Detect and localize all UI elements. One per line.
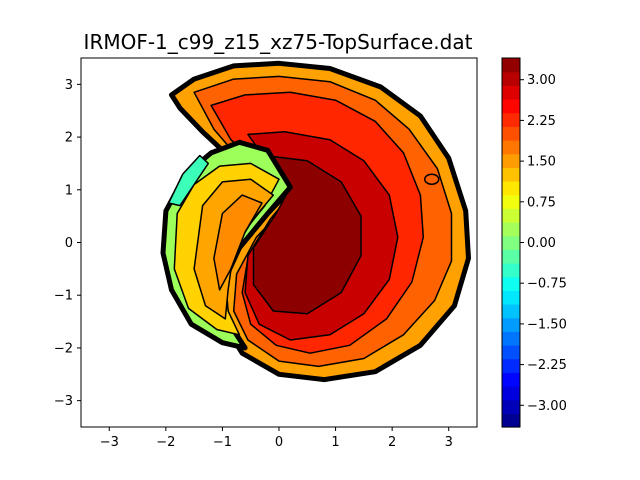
colorbar: 3.00 2.25 1.50 0.75 0.00 −0.75 −1.50 −2.25 −3.00 (501, 57, 567, 428)
colorbar-band (502, 358, 520, 373)
colorbar-band (502, 58, 520, 73)
colorbar-band (502, 85, 520, 100)
contour-level-1.8 (213, 194, 263, 291)
colorbar-band (502, 222, 520, 237)
x-tick-label: 1 (331, 435, 339, 450)
colorbar-band (502, 140, 520, 155)
colorbar-band (502, 71, 520, 86)
colorbar-tick-label: 0.75 (527, 195, 556, 210)
plot-area (81, 58, 477, 427)
y-tick-label: −1 (54, 289, 73, 304)
colorbar-band (502, 263, 520, 278)
colorbar-tick-label: −3.00 (527, 399, 567, 414)
y-tick-label: 2 (65, 131, 73, 146)
y-tick-label: 3 (65, 78, 73, 93)
colorbar-band (502, 331, 520, 346)
contour-small-loop (423, 173, 440, 185)
contour-level--0.3 (167, 154, 210, 207)
colorbar-band (502, 372, 520, 387)
colorbar-band (502, 167, 520, 182)
colorbar-band (502, 399, 520, 414)
contour-region-inner-lobe (160, 139, 293, 351)
colorbar-band (502, 249, 520, 264)
contour-region-left-fringe (167, 154, 210, 207)
colorbar-tick-label: −1.50 (527, 317, 567, 332)
colorbar-band (502, 317, 520, 332)
colorbar-tick-label: 3.00 (527, 73, 556, 88)
colorbar-tick-label: 0.00 (527, 236, 556, 251)
x-tick-label: 2 (388, 435, 396, 450)
colorbar-band (502, 345, 520, 360)
chart-title: IRMOF-1_c99_z15_xz75-TopSurface.dat (84, 30, 473, 54)
x-tick-label: −2 (156, 435, 175, 450)
colorbar-band (502, 194, 520, 209)
colorbar-band (502, 290, 520, 305)
colorbar-band (502, 153, 520, 168)
colorbar-tick-label: −0.75 (527, 277, 567, 292)
x-tick-label: 0 (275, 435, 283, 450)
colorbar-band (502, 112, 520, 127)
x-tick-label: −3 (100, 435, 119, 450)
colorbar-tick-label: 2.25 (527, 114, 556, 129)
y-tick-label: 0 (65, 236, 73, 251)
colorbar-tick-label: −2.25 (527, 358, 567, 373)
y-axis: −3 −2 −1 0 1 2 3 (54, 78, 81, 409)
y-tick-label: −2 (54, 341, 73, 356)
y-tick-label: 1 (65, 183, 73, 198)
colorbar-tick-label: 1.50 (527, 155, 556, 170)
colorbar-band (502, 304, 520, 319)
colorbar-band (502, 276, 520, 291)
x-tick-label: 3 (445, 435, 453, 450)
colorbar-band (502, 208, 520, 223)
x-axis: −3 −2 −1 0 1 2 3 (100, 427, 453, 450)
y-tick-label: −3 (54, 394, 73, 409)
colorbar-band (502, 413, 520, 428)
colorbar-band (502, 181, 520, 196)
colorbar-band (502, 235, 520, 250)
x-tick-label: −1 (213, 435, 232, 450)
colorbar-band (502, 99, 520, 114)
colorbar-band (502, 126, 520, 141)
colorbar-band (502, 386, 520, 401)
